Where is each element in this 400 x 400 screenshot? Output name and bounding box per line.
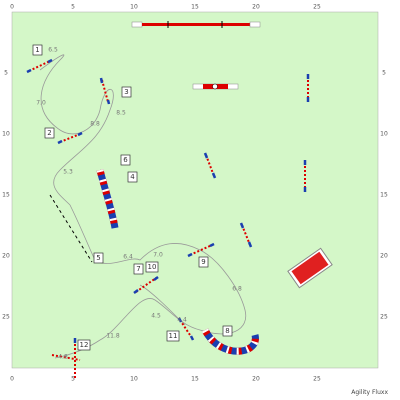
axis-label: 5	[71, 4, 75, 11]
axis-label: 0	[10, 376, 14, 383]
a-frame	[287, 247, 333, 289]
axis-label: 15	[191, 376, 199, 383]
axis-label: 10	[2, 131, 10, 138]
jumps	[26, 58, 310, 380]
obstacle-number: 12	[80, 341, 89, 349]
weave-poles	[49, 194, 93, 263]
axis-label: 25	[2, 314, 10, 321]
axis-label: 20	[380, 253, 388, 260]
axis-label: 25	[313, 376, 321, 383]
axis-label: 10	[380, 131, 388, 138]
axis-label: 25	[313, 4, 321, 11]
obstacle-numbers: 1 2 3 4 5 6 7 8 9 10 11 12	[32, 44, 233, 351]
axis-label: 25	[380, 314, 388, 321]
axis-label: 15	[380, 192, 388, 199]
obstacle-number: 10	[148, 263, 157, 271]
distance: 4.8	[58, 354, 68, 361]
footer: Agility Fluxx	[351, 389, 388, 396]
distance: 5.3	[63, 169, 73, 176]
distances: 6.5 7.0 8.8 8.5 5.3 6.4 7.0 4.5 4.4 6.8 …	[36, 47, 242, 361]
axis-label: 20	[252, 4, 260, 11]
distance: 8.8	[90, 121, 100, 128]
obstacle-number: 3	[124, 88, 128, 96]
obstacle-number: 8	[225, 327, 229, 335]
distance: 6.5	[48, 47, 58, 54]
axis-label: 20	[252, 376, 260, 383]
long-jump	[131, 21, 261, 28]
distance: 4.4	[177, 317, 187, 324]
distance: 8.5	[116, 110, 126, 117]
axis-label: 15	[191, 4, 199, 11]
distance: 7.0	[153, 252, 163, 259]
obstacle-number: 1	[35, 46, 39, 54]
axis-label: 20	[2, 253, 10, 260]
axis-label: 15	[2, 192, 10, 199]
field	[11, 11, 379, 369]
axis-label: 5	[382, 70, 386, 77]
axis-label: 10	[130, 4, 138, 11]
distance: 6.8	[232, 286, 242, 293]
axis-label: 5	[71, 376, 75, 383]
obstacle-number: 11	[169, 332, 178, 340]
axis-label: 10	[130, 376, 138, 383]
obstacle-number: 9	[201, 258, 205, 266]
table-obstacle	[192, 83, 239, 90]
obstacle-number: 7	[136, 265, 140, 273]
obstacle-number: 6	[123, 156, 128, 164]
tunnel	[96, 169, 119, 229]
obstacle-number: 5	[96, 254, 100, 262]
axis-label: 0	[10, 4, 14, 11]
tunnel	[201, 328, 259, 355]
distance: 11.8	[106, 333, 120, 340]
distance: 7.0	[36, 100, 46, 107]
distance: 6.4	[123, 254, 133, 261]
distance: 4.5	[151, 313, 161, 320]
axis-label: 5	[4, 70, 8, 77]
obstacle-number: 2	[47, 129, 51, 137]
obstacle-number: 4	[130, 173, 135, 181]
